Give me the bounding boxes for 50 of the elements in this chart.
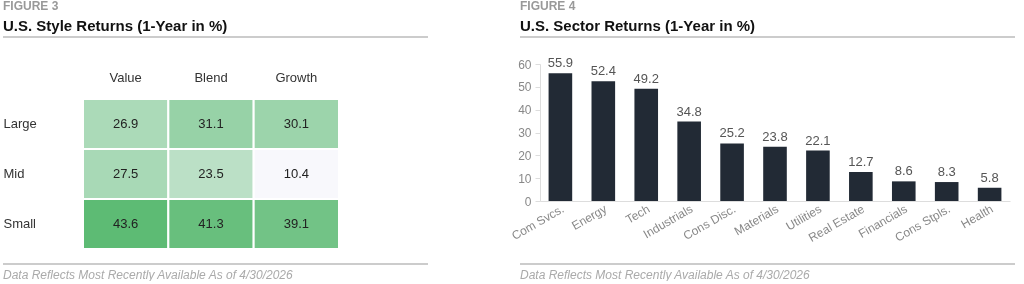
- data-label: 8.6: [894, 163, 913, 179]
- bar: [891, 181, 916, 201]
- text: Data Reflects Most Recently Available As of 4/30/2026: [520, 268, 811, 282]
- chart-title: U.S. Sector Returns (1-Year in %): [520, 17, 756, 34]
- bar: [806, 150, 830, 201]
- data-label: 34.8: [676, 103, 702, 119]
- data-label: 39.1: [283, 216, 309, 231]
- y-tick-label: 0: [524, 194, 532, 209]
- bar: [634, 88, 659, 201]
- x-tick-label: Blend: [194, 70, 228, 85]
- data-label: 31.1: [198, 116, 224, 131]
- bar: [548, 73, 573, 201]
- data-label: 10.4: [283, 166, 309, 181]
- y-tick-label: 50: [518, 80, 532, 95]
- data-label: 22.1: [805, 132, 831, 148]
- bar: [763, 146, 787, 201]
- y-tick-label: 30: [518, 126, 532, 140]
- bar: [934, 182, 959, 201]
- bar: [977, 187, 1002, 201]
- y-tick-label: 60: [518, 57, 532, 72]
- caption: FIGURE 3: [3, 0, 59, 13]
- data-label: 23.8: [762, 128, 788, 144]
- data-label: 49.2: [633, 70, 659, 86]
- data-label: 25.2: [719, 125, 745, 141]
- data-label: 23.5: [198, 166, 224, 181]
- data-label: 5.8: [980, 169, 999, 185]
- data-label: 52.4: [590, 63, 616, 79]
- bar: [677, 121, 701, 201]
- bar: [849, 172, 873, 201]
- y-tick-label: 40: [518, 103, 532, 118]
- data-label: 27.5: [113, 166, 139, 181]
- caption: FIGURE 4: [520, 0, 576, 13]
- y-tick-label: Small: [3, 216, 37, 231]
- text: Data Reflects Most Recently Available As of 4/30/2026: [3, 268, 294, 282]
- data-label: 30.1: [283, 116, 309, 131]
- data-label: 43.6: [113, 216, 139, 231]
- bar: [720, 143, 744, 201]
- chart-title: U.S. Style Returns (1-Year in %): [3, 17, 228, 34]
- y-tick-label: 10: [518, 171, 532, 186]
- y-tick-label: Mid: [3, 166, 25, 181]
- x-tick-label: Value: [109, 70, 142, 85]
- y-tick-label: 20: [518, 148, 532, 163]
- data-label: 26.9: [113, 116, 139, 131]
- data-label: 55.9: [547, 55, 574, 71]
- data-label: 41.3: [198, 216, 224, 231]
- bar: [591, 81, 616, 201]
- data-label: 8.3: [937, 164, 956, 180]
- y-tick-label: Large: [3, 116, 37, 131]
- data-label: 12.7: [848, 154, 874, 169]
- x-tick-label: Growth: [275, 70, 318, 85]
